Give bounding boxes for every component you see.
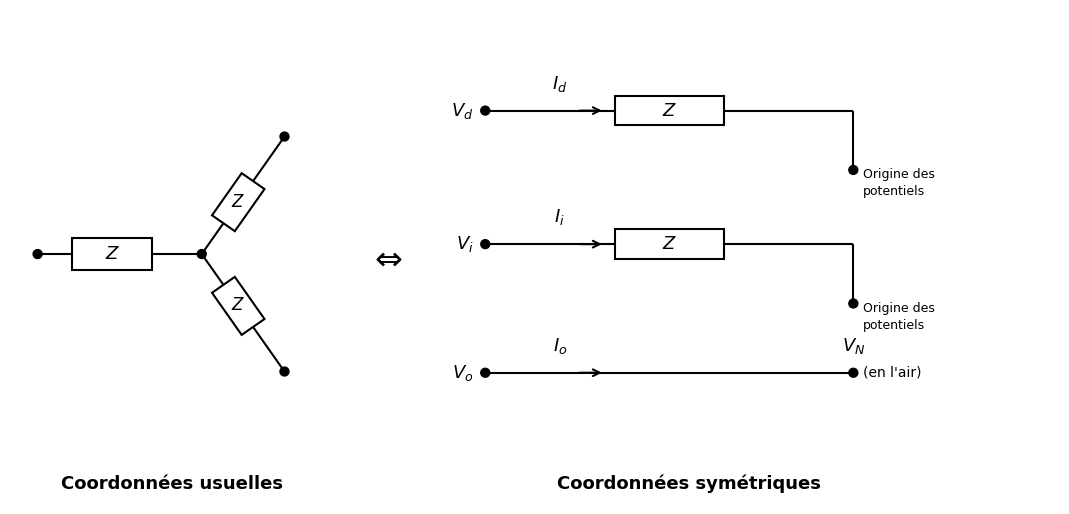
Text: $Z$: $Z$	[662, 235, 677, 253]
Circle shape	[849, 369, 857, 377]
Circle shape	[849, 299, 857, 308]
FancyBboxPatch shape	[212, 277, 264, 335]
Circle shape	[481, 106, 490, 115]
FancyBboxPatch shape	[212, 173, 264, 231]
Text: $I_i$: $I_i$	[555, 207, 566, 227]
Text: $I_o$: $I_o$	[553, 336, 567, 356]
Text: Origine des
potentiels: Origine des potentiels	[864, 168, 935, 198]
Text: $I_d$: $I_d$	[553, 74, 568, 94]
Text: $Z$: $Z$	[105, 245, 120, 263]
Text: $V_i$: $V_i$	[455, 234, 474, 254]
Circle shape	[198, 250, 206, 259]
Text: $\Leftrightarrow$: $\Leftrightarrow$	[369, 243, 403, 276]
Circle shape	[33, 250, 42, 259]
Text: (en l'air): (en l'air)	[864, 366, 921, 380]
Circle shape	[481, 369, 490, 377]
Text: $V_d$: $V_d$	[451, 101, 474, 121]
Circle shape	[280, 367, 289, 376]
Text: Origine des
potentiels: Origine des potentiels	[864, 302, 935, 332]
Text: Coordonnées symétriques: Coordonnées symétriques	[557, 474, 821, 493]
Text: $V_o$: $V_o$	[452, 363, 474, 383]
Text: $V_N$: $V_N$	[841, 336, 865, 356]
FancyBboxPatch shape	[73, 238, 152, 270]
FancyBboxPatch shape	[615, 229, 724, 259]
Text: $Z$: $Z$	[231, 298, 245, 315]
Text: $Z$: $Z$	[231, 194, 245, 211]
Circle shape	[849, 166, 857, 174]
Circle shape	[280, 132, 289, 141]
Text: $Z$: $Z$	[662, 102, 677, 120]
Circle shape	[481, 240, 490, 249]
FancyBboxPatch shape	[615, 96, 724, 125]
Text: Coordonnées usuelles: Coordonnées usuelles	[61, 474, 283, 492]
